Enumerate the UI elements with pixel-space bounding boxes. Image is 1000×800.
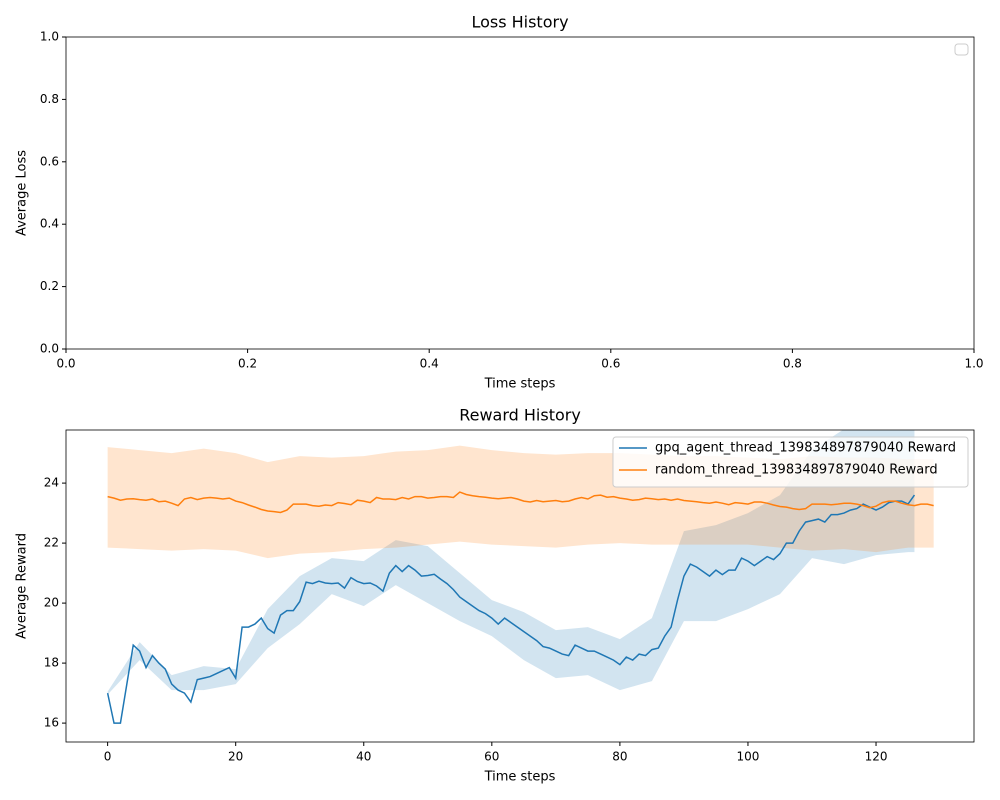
line	[107, 491, 934, 514]
y-tick-label: 16	[44, 716, 59, 730]
y-tick-label: 0.4	[40, 217, 59, 231]
x-tick-label: 20	[228, 750, 243, 764]
x-tick-label: 60	[484, 750, 499, 764]
x-tick-label: 0.8	[783, 357, 802, 371]
y-tick-label: 0.0	[40, 342, 59, 356]
chart-title: Loss History	[471, 13, 568, 32]
line	[106, 494, 916, 724]
y-tick-label: 0.8	[40, 92, 59, 106]
x-tick-label: 0	[104, 750, 112, 764]
axes-frame	[65, 36, 975, 350]
y-tick-label: 0.6	[40, 154, 59, 168]
x-axis-label: Time steps	[484, 770, 556, 785]
x-tick-label: 0.4	[420, 357, 439, 371]
x-tick-label: 0.6	[601, 357, 620, 371]
y-axis-label: Average Loss	[15, 150, 30, 236]
x-tick-label: 0.0	[56, 357, 75, 371]
x-tick-label: 120	[865, 750, 888, 764]
y-tick-label: 18	[44, 656, 59, 670]
x-tick-label: 40	[356, 750, 371, 764]
y-tick-label: 24	[44, 476, 59, 490]
legend-box	[612, 436, 969, 488]
x-axis-label: Time steps	[484, 377, 556, 392]
x-tick-label: 0.2	[238, 357, 257, 371]
y-tick-label: 1.0	[40, 30, 59, 44]
legend-label: gpq_agent_thread_139834897879040 Reward	[655, 441, 956, 456]
y-axis-label: Average Reward	[15, 533, 30, 639]
legend	[954, 43, 969, 56]
legend-box	[954, 43, 969, 56]
axes-frame	[65, 429, 975, 743]
y-tick-label: 20	[44, 596, 59, 610]
y-tick-label: 0.2	[40, 279, 59, 293]
subplot: Reward History Time steps Average Reward 0 2…	[15, 406, 975, 785]
y-tick-label: 22	[44, 536, 59, 550]
x-tick-label: 100	[737, 750, 760, 764]
plot-area	[66, 37, 974, 349]
legend: gpq_agent_thread_139834897879040 Reward r…	[612, 436, 969, 488]
x-tick-label: 80	[612, 750, 627, 764]
legend-label: random_thread_139834897879040 Reward	[655, 463, 938, 478]
chart-title: Reward History	[459, 406, 581, 425]
subplot: Loss History Time steps Average Loss 0.0 0.2…	[15, 13, 984, 392]
x-tick-label: 1.0	[964, 357, 983, 371]
